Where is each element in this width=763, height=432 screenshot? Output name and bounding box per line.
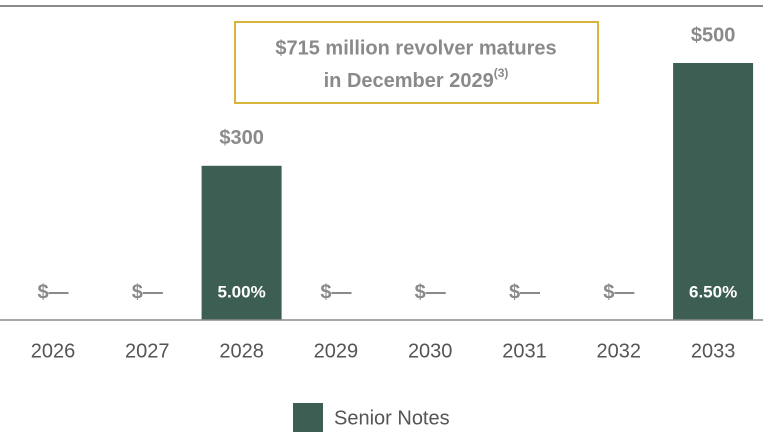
- bar: [673, 63, 754, 320]
- bar: [201, 165, 282, 320]
- value-label: $—: [132, 281, 163, 303]
- value-label: $—: [320, 281, 351, 303]
- x-tick-label: 2030: [408, 340, 453, 362]
- x-tick-label: 2029: [314, 340, 359, 362]
- annotation-superscript: (3): [494, 66, 509, 80]
- x-tick-label: 2028: [219, 340, 264, 362]
- rate-label: 6.50%: [689, 282, 737, 301]
- value-label: $—: [603, 281, 634, 303]
- annotation-line: in December 2029(3): [324, 66, 509, 92]
- annotation-line: $715 million revolver matures: [275, 37, 556, 59]
- value-label: $300: [219, 127, 264, 149]
- value-label: $—: [37, 281, 68, 303]
- annotation-text: in December 2029: [324, 70, 494, 92]
- rate-label: 5.00%: [217, 282, 265, 301]
- annotation-box: [234, 21, 599, 104]
- legend-label: Senior Notes: [334, 407, 450, 429]
- value-label: $—: [509, 281, 540, 303]
- x-tick-label: 2032: [597, 340, 642, 362]
- x-tick-label: 2026: [31, 340, 76, 362]
- value-label: $500: [691, 24, 736, 46]
- x-tick-label: 2027: [125, 340, 170, 362]
- x-tick-label: 2033: [691, 340, 736, 362]
- legend-swatch: [293, 403, 323, 432]
- value-label: $—: [415, 281, 446, 303]
- x-tick-label: 2031: [502, 340, 547, 362]
